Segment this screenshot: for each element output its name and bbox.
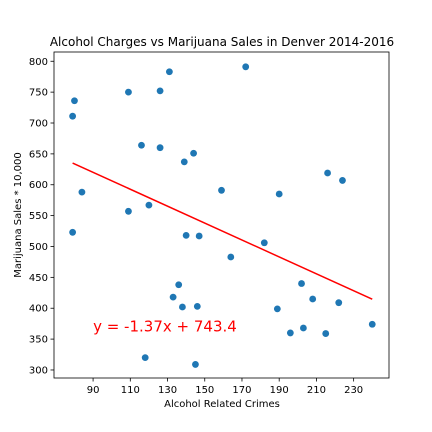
plot-frame [53, 51, 390, 379]
y-tick-label: 800 [29, 57, 48, 68]
scatter-point [273, 305, 281, 313]
y-axis-label: Marijuana Sales * 10,000 [13, 152, 24, 278]
scatter-point [141, 354, 149, 362]
scatter-point [71, 97, 78, 105]
scatter-point [193, 302, 201, 310]
scatter-point [78, 188, 86, 196]
y-tick-label: 600 [29, 180, 48, 191]
scatter-point [322, 330, 330, 337]
scatter-point [260, 239, 268, 247]
y-tick-label: 300 [29, 365, 48, 376]
scatter-point [192, 361, 199, 368]
scatter-point [138, 141, 145, 149]
scatter-point [275, 190, 283, 198]
scatter-point [145, 201, 153, 209]
scatter-point [368, 320, 376, 328]
scatter-point [227, 253, 235, 261]
x-axis-label: Alcohol Related Crimes [164, 399, 280, 410]
y-tick-label: 400 [29, 304, 48, 315]
y-tick-label: 350 [29, 335, 48, 346]
scatter-point [125, 207, 132, 215]
scatter-point [69, 228, 77, 236]
scatter-point [165, 68, 173, 76]
x-tick-label: 90 [87, 385, 100, 396]
regression-line [72, 162, 373, 300]
y-tick-label: 650 [29, 149, 48, 160]
x-tick-label: 110 [121, 385, 140, 396]
y-tick-label: 750 [29, 88, 48, 99]
regression-equation: y = -1.37x + 743.4 [93, 318, 237, 336]
chart-marks [69, 63, 376, 368]
scatter-point [286, 329, 294, 337]
scatter-point [324, 169, 331, 177]
scatter-point [218, 186, 225, 194]
scatter-point [69, 112, 77, 120]
scatter-point [335, 299, 343, 307]
y-tick-label: 450 [29, 273, 48, 284]
x-axis: 90 110 130 150 170 190 210 230 [87, 378, 363, 396]
scatter-point [242, 63, 250, 71]
scatter-point [179, 303, 186, 311]
y-tick-label: 700 [29, 119, 48, 130]
x-tick-label: 210 [307, 385, 326, 396]
x-tick-label: 130 [158, 385, 177, 396]
scatter-point [169, 293, 177, 301]
y-axis: 300 350 400 450 500 550 600 650 700 750 800 [29, 57, 54, 376]
scatter-point [180, 158, 188, 166]
scatter-point [339, 177, 346, 184]
scatter-point [182, 231, 190, 239]
chart-title: Alcohol Charges vs Marijuana Sales in De… [50, 35, 394, 49]
x-tick-label: 150 [195, 385, 214, 396]
scatter-point [175, 281, 183, 289]
y-tick-label: 500 [29, 242, 48, 253]
x-tick-label: 190 [270, 385, 289, 396]
y-tick-label: 550 [29, 211, 48, 222]
x-tick-label: 170 [232, 385, 251, 396]
scatter-point [298, 280, 305, 287]
scatter-point [190, 149, 197, 157]
scatter-point [156, 87, 164, 95]
x-tick-label: 230 [344, 385, 363, 396]
scatter-point [309, 295, 317, 303]
scatter-point [299, 324, 307, 332]
scatter-point [125, 88, 132, 96]
scatter-point [195, 232, 203, 240]
scatter-point [156, 144, 164, 152]
